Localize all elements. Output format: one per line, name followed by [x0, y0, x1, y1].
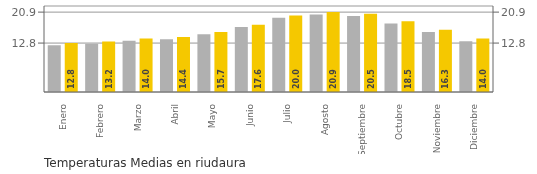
- svg-text:Noviembre: Noviembre: [432, 104, 442, 154]
- svg-text:Mayo: Mayo: [207, 104, 217, 129]
- svg-text:13.2: 13.2: [105, 69, 114, 89]
- svg-text:Agosto: Agosto: [320, 104, 330, 136]
- svg-text:Febrero: Febrero: [95, 104, 105, 138]
- svg-text:14.4: 14.4: [179, 69, 188, 89]
- svg-text:14.0: 14.0: [142, 69, 151, 89]
- svg-text:20.9: 20.9: [329, 69, 338, 89]
- svg-text:12.8: 12.8: [501, 37, 526, 50]
- svg-text:18.5: 18.5: [404, 69, 413, 89]
- svg-text:12.8: 12.8: [67, 69, 76, 89]
- svg-text:Marzo: Marzo: [133, 104, 143, 132]
- svg-text:15.7: 15.7: [217, 69, 226, 89]
- svg-text:20.9: 20.9: [12, 6, 37, 19]
- svg-text:20.0: 20.0: [292, 69, 301, 89]
- svg-text:Junio: Junio: [245, 104, 255, 128]
- svg-text:Octubre: Octubre: [394, 104, 404, 140]
- svg-text:14.0: 14.0: [479, 69, 488, 89]
- svg-text:Diciembre: Diciembre: [469, 104, 479, 150]
- svg-text:17.6: 17.6: [254, 69, 263, 89]
- svg-text:16.3: 16.3: [441, 69, 450, 89]
- svg-text:Septiembre: Septiembre: [357, 104, 367, 154]
- html-text:Temperaturas Medias en riudaur: Temperaturas Medias en riudaura: [44, 156, 246, 170]
- svg-text:20.5: 20.5: [367, 69, 376, 89]
- svg-text:12.8: 12.8: [12, 37, 37, 50]
- svg-text:Julio: Julio: [282, 104, 292, 124]
- svg-text:20.9: 20.9: [501, 6, 526, 19]
- svg-text:Abril: Abril: [170, 104, 180, 125]
- svg-text:Enero: Enero: [58, 104, 68, 130]
